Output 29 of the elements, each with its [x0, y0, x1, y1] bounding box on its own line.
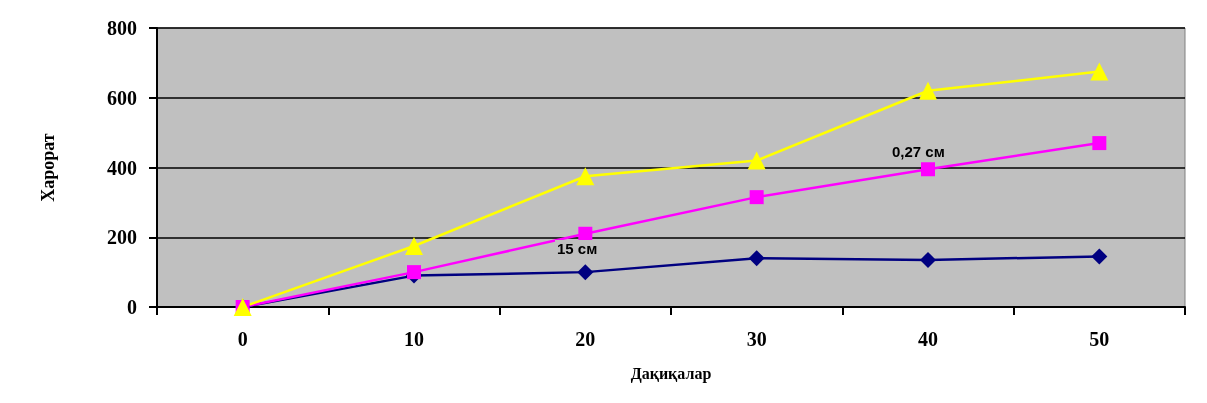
y-tick-label: 200: [107, 226, 137, 249]
point: [921, 162, 935, 177]
x-tick-label: 30: [746, 328, 767, 350]
x-tick-label: 50: [1089, 328, 1110, 350]
x-tick-label: 0: [237, 328, 248, 350]
point: [405, 236, 423, 255]
point: [578, 226, 593, 241]
point: [407, 265, 421, 280]
point: [576, 167, 595, 186]
annotation: 0,27 см: [892, 143, 945, 160]
y-axis-title: Харорат: [38, 133, 58, 202]
x-tick-label: 40: [918, 328, 938, 350]
y-tick-label: 800: [107, 17, 137, 39]
y-tick-label: 400: [107, 156, 137, 179]
point: [748, 250, 765, 267]
y-tick-label: 600: [107, 86, 137, 109]
point: [1091, 248, 1108, 265]
y-tick-label: 0: [127, 296, 137, 318]
point: [1092, 136, 1107, 151]
point: [749, 190, 764, 205]
point: [1090, 62, 1109, 81]
point: [919, 81, 937, 100]
annotation: 15 см: [557, 240, 598, 257]
point: [577, 264, 594, 281]
point: [747, 151, 766, 170]
x-axis-title: Дақиқалар: [630, 364, 712, 383]
point: [920, 251, 936, 268]
x-tick-label: 20: [575, 328, 596, 350]
x-tick-label: 10: [404, 328, 424, 350]
